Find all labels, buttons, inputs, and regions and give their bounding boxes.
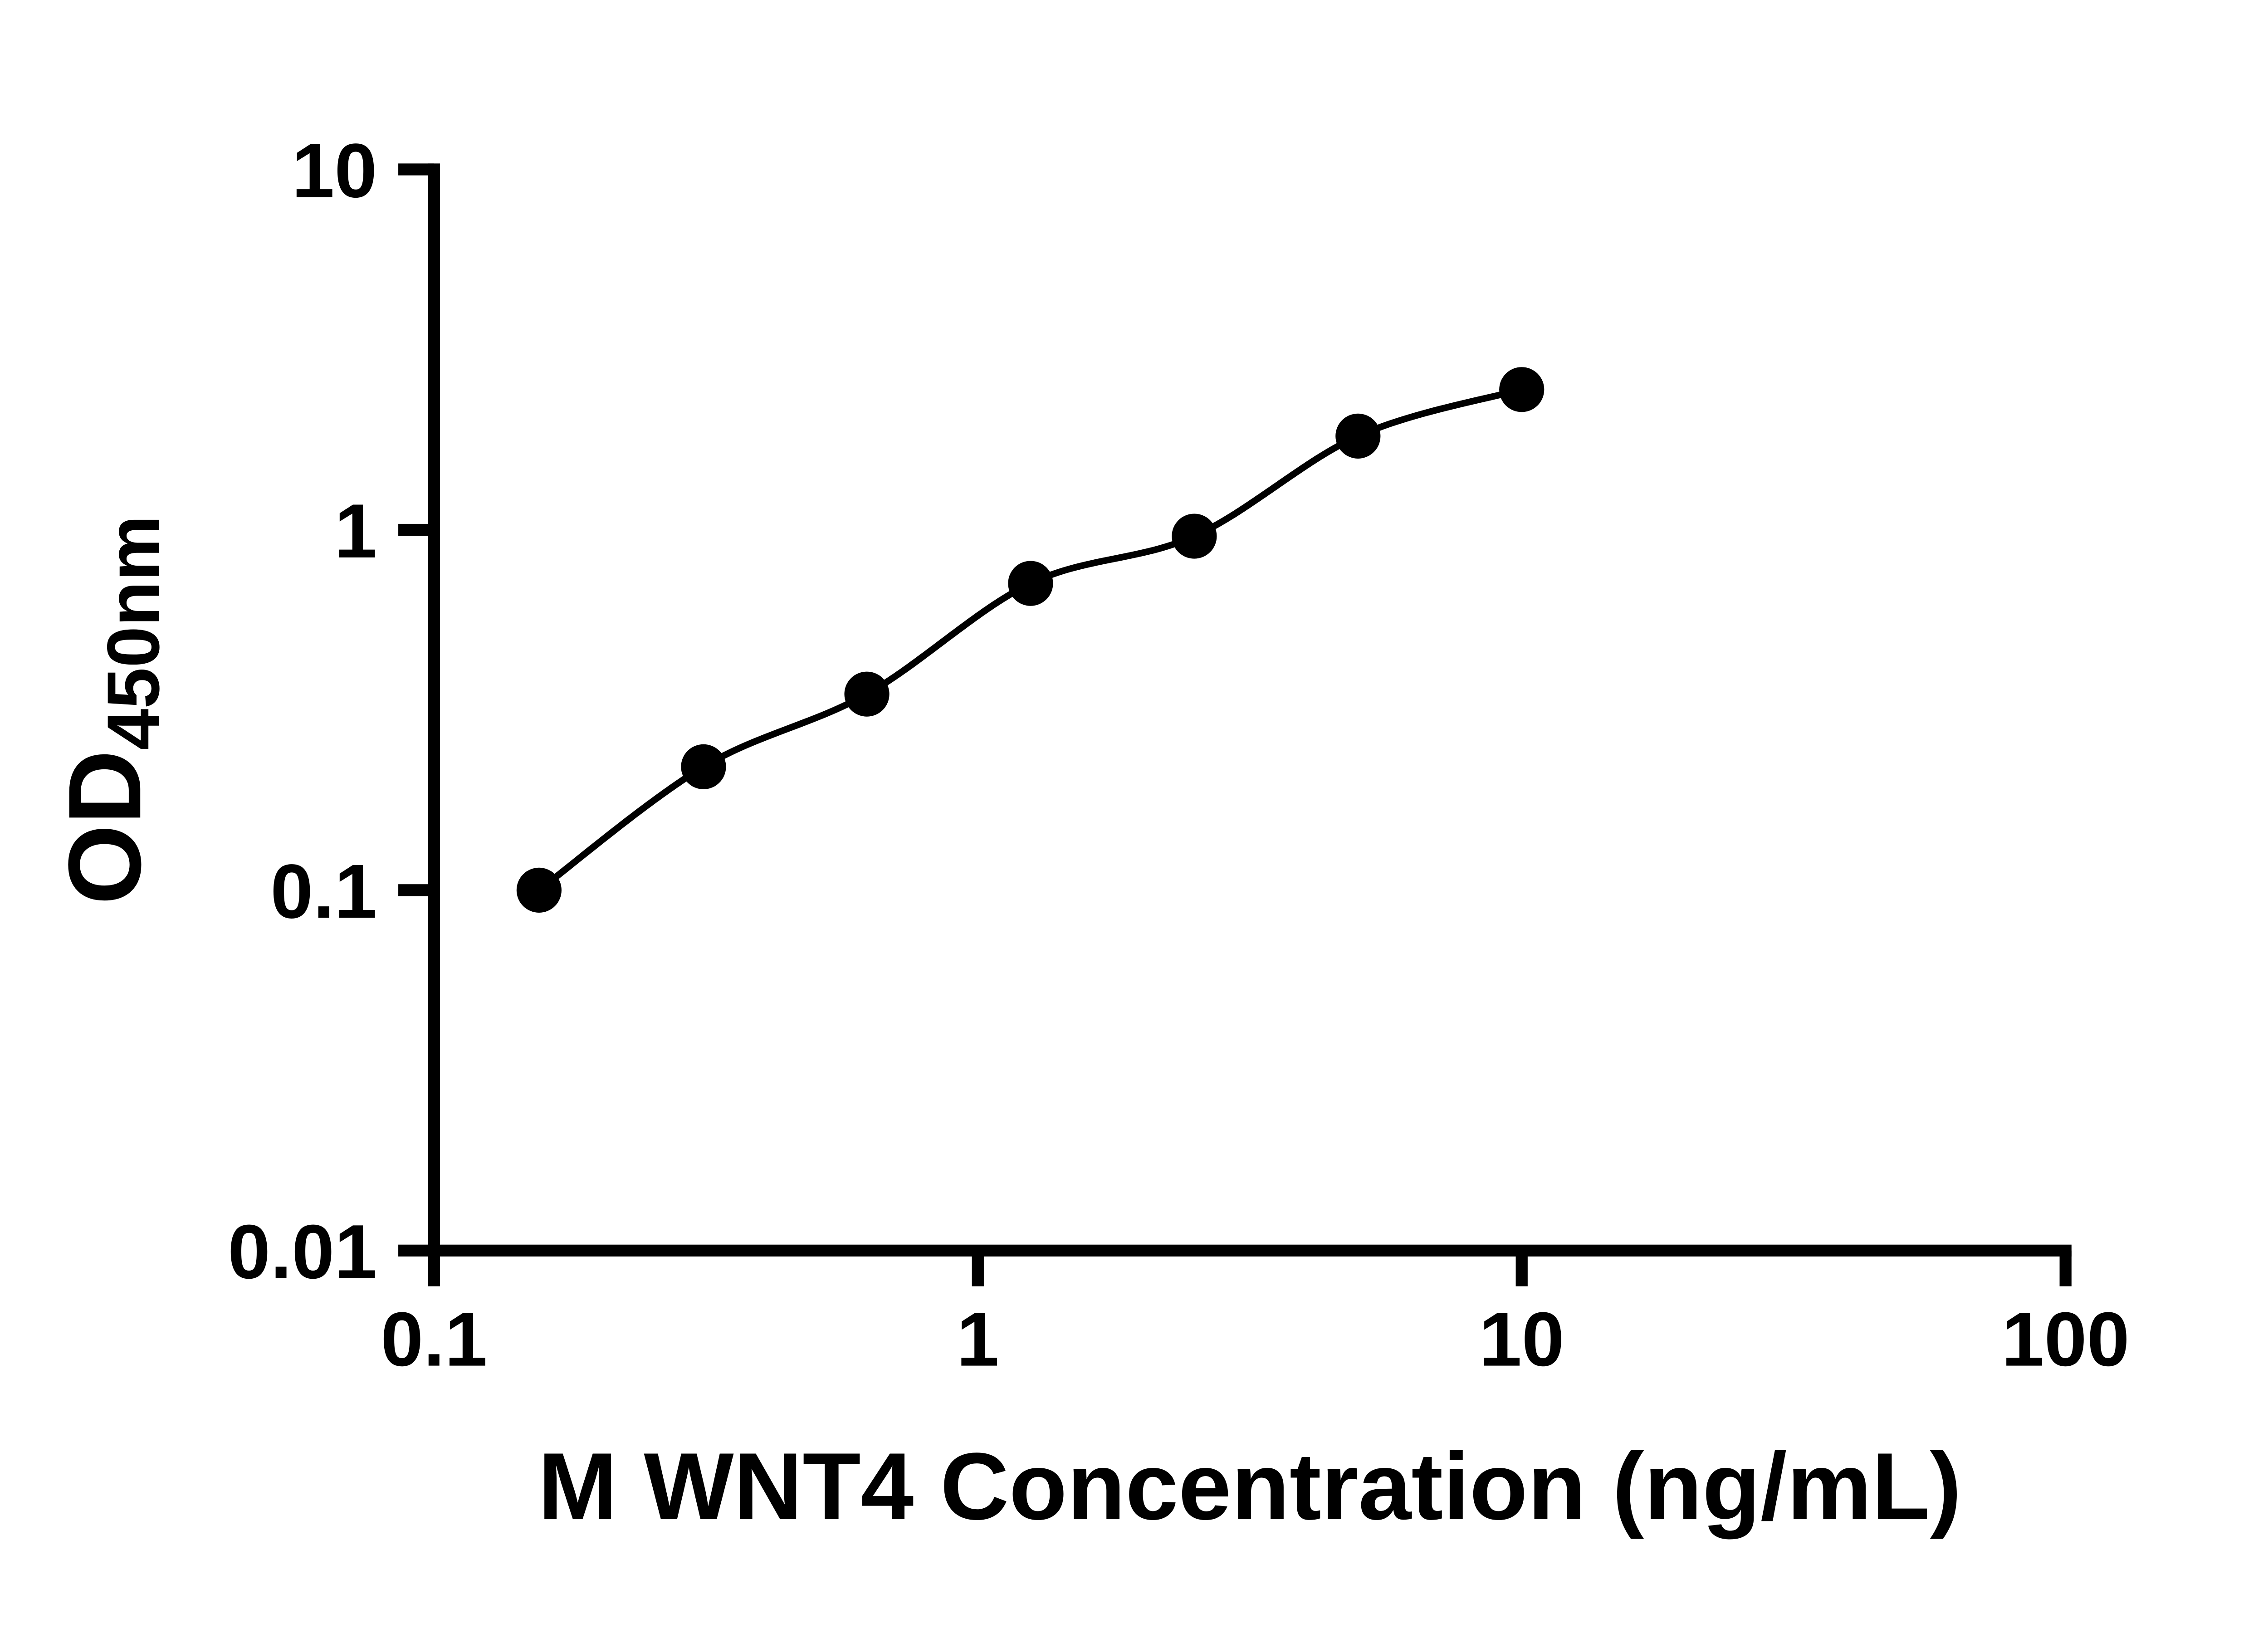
y-axis-title-subscript: 450nm	[92, 515, 175, 750]
y-axis-tick-label: 1	[334, 488, 377, 574]
data-point-marker	[844, 671, 890, 717]
y-axis-tick-label: 10	[292, 127, 377, 213]
y-axis-title-main: OD	[47, 750, 162, 905]
y-axis-title: OD450nm	[47, 515, 175, 905]
chart-background	[0, 22, 2268, 1611]
y-axis-tick-label: 0.01	[228, 1209, 377, 1295]
data-point-marker	[1172, 513, 1217, 559]
data-point-marker	[516, 867, 562, 913]
x-axis-tick-label: 100	[2002, 1296, 2130, 1382]
data-point-marker	[1008, 561, 1053, 606]
x-axis-tick-label: 10	[1479, 1296, 1564, 1382]
x-axis-tick-label: 0.1	[381, 1296, 487, 1382]
x-axis-tick-label: 1	[957, 1296, 999, 1382]
data-point-marker	[1335, 413, 1381, 459]
data-point-marker	[1499, 367, 1545, 412]
x-axis-title: M WNT4 Concentration (ng/mL)	[538, 1433, 1961, 1540]
data-point-marker	[681, 744, 726, 789]
y-axis-tick-label: 0.1	[270, 848, 377, 934]
